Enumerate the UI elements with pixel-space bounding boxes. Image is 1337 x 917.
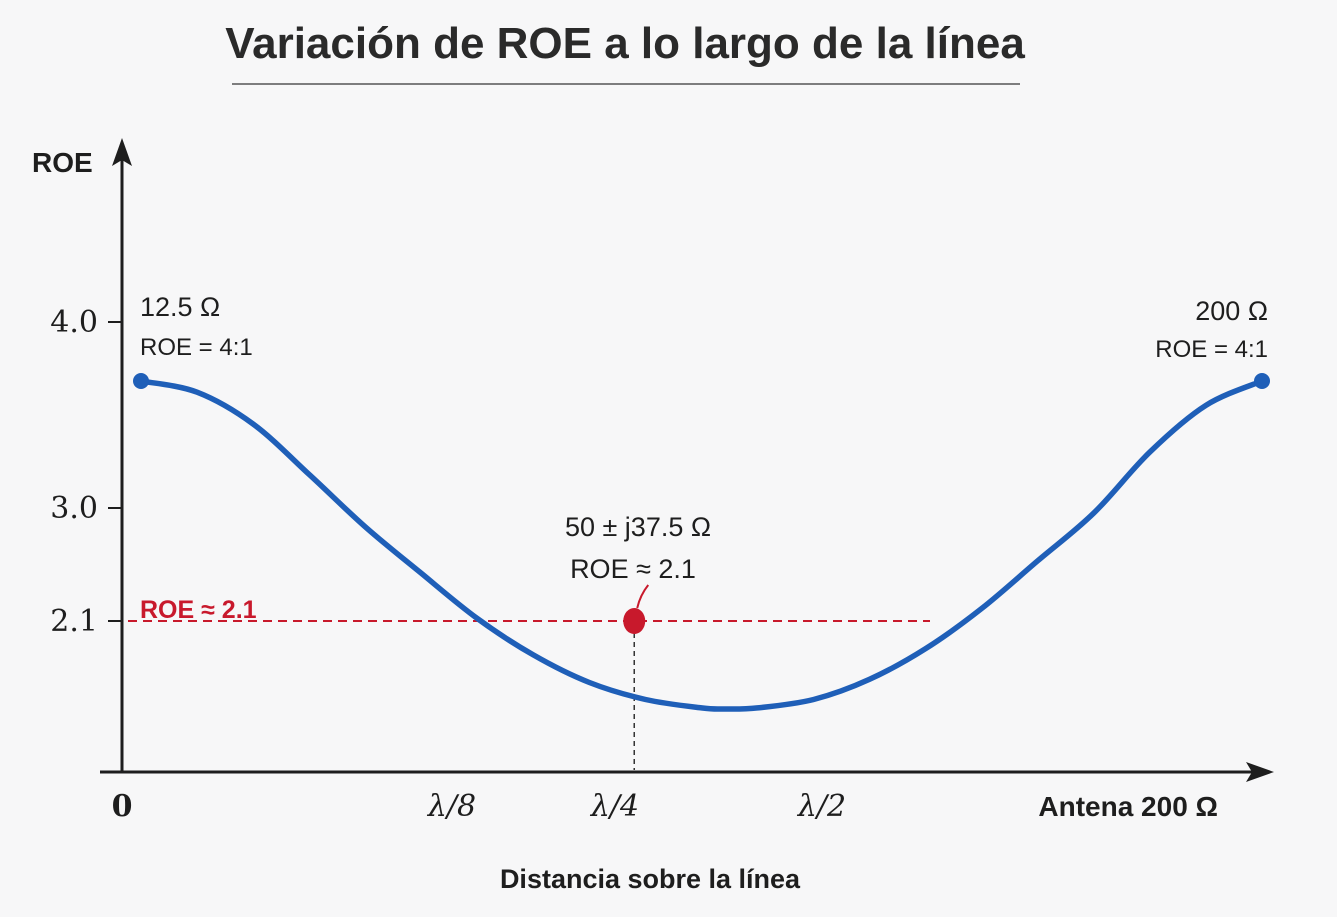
x-axis-arrow [1246,762,1274,782]
x-axis-label: Distancia sobre la línea [500,864,801,894]
x-ticks: 0 λ/8 λ/4 λ/2 Antena 200 Ω [112,789,1218,824]
series-line [138,378,1265,712]
y-tick-label: 2.1 [50,604,98,639]
endpoint-left-label-top: 12.5 Ω [140,292,220,322]
x-tick-label: λ/2 [797,789,846,824]
x-tick-label: 0 [112,789,133,824]
highlight-label-bottom: ROE ≈ 2.1 [570,554,696,584]
x-tick-label: Antena 200 Ω [1038,791,1218,822]
y-tick-label: 3.0 [50,491,98,526]
highlight-label-top: 50 ± j37.5 Ω [565,512,711,542]
reference-line-label: ROE ≈ 2.1 [140,596,257,624]
x-tick-label: λ/8 [427,789,476,824]
chart-title: Variación de ROE a lo largo de la línea [225,19,1025,68]
y-tick-label: 4.0 [50,305,98,340]
x-tick-label: λ/4 [590,789,639,824]
y-axis-label: ROE [32,147,93,178]
highlight-point [623,608,646,634]
endpoint-right-label-top: 200 Ω [1195,296,1268,326]
y-ticks: 4.0 3.0 2.1 [50,305,122,639]
endpoint-right-label-bottom: ROE = 4:1 [1155,336,1268,363]
endpoint-left-label-bottom: ROE = 4:1 [140,334,253,361]
endpoint-left-marker [133,373,149,389]
endpoint-right-marker [1254,373,1270,389]
y-axis-arrow [112,138,132,166]
highlight-pointer [636,584,650,609]
